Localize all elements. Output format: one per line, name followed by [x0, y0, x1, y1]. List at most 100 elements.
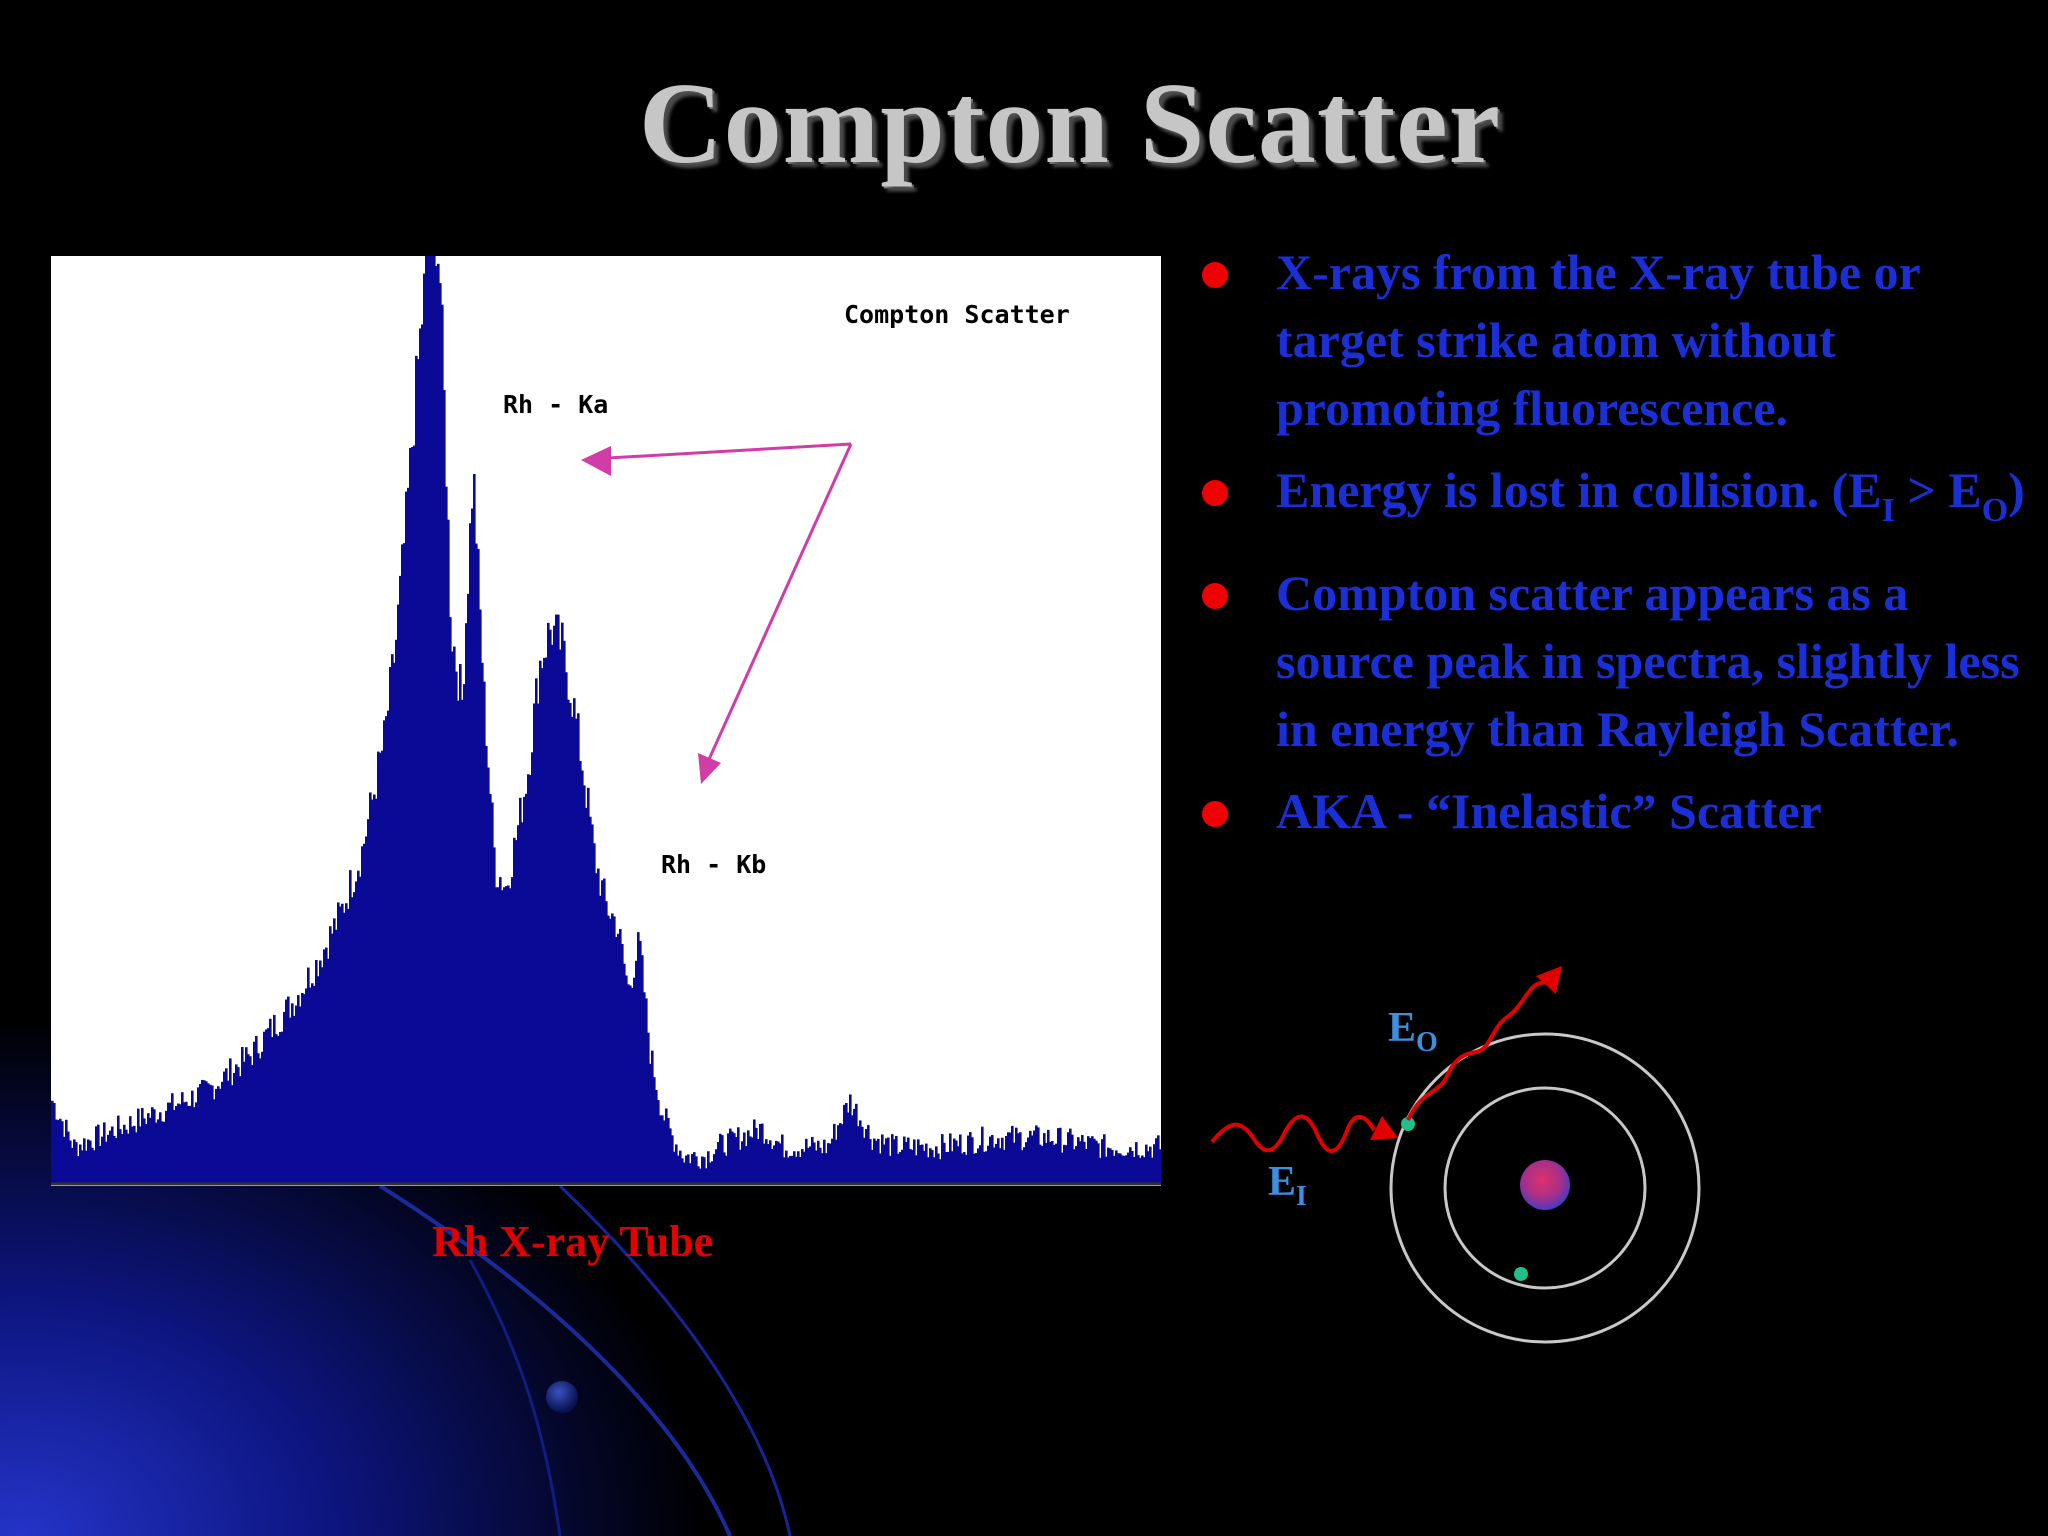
spectrum-bar	[205, 1081, 208, 1184]
bullet-dot-icon	[1202, 583, 1228, 609]
spectrum-bar	[119, 1129, 122, 1184]
spectrum-bar	[397, 604, 400, 1184]
spectrum-bar	[165, 1110, 168, 1184]
spectrum-bar	[721, 1135, 724, 1184]
spectrum-bar	[241, 1047, 244, 1184]
spectrum-bar	[331, 933, 334, 1184]
spectrum-bar	[887, 1137, 890, 1184]
spectrum-bar	[485, 746, 488, 1184]
spectrum-bar	[657, 1100, 660, 1184]
spectrum-bar	[991, 1135, 994, 1184]
spectrum-bar	[707, 1151, 710, 1184]
spectrum-bar	[315, 959, 318, 1184]
spectrum-bar	[1139, 1157, 1142, 1184]
spectrum-bar	[469, 523, 472, 1184]
spectrum-bar	[493, 847, 496, 1184]
spectrum-bar	[465, 623, 468, 1184]
spectrum-bar	[539, 660, 542, 1184]
spectrum-bar	[1067, 1132, 1070, 1184]
spectrum-bar	[69, 1140, 72, 1184]
spectrum-bar	[99, 1145, 102, 1184]
spectrum-bar	[153, 1109, 156, 1184]
spectrum-bar	[237, 1067, 240, 1184]
spectrum-bar	[399, 575, 402, 1184]
spectrum-bar	[745, 1146, 748, 1184]
spectrum-bar	[1079, 1141, 1082, 1184]
spectrum-bar	[777, 1141, 780, 1184]
spectrum-bar	[933, 1157, 936, 1184]
spectrum-bar	[289, 1017, 292, 1184]
spectrum-bar	[711, 1161, 714, 1184]
spectrum-bar	[569, 702, 572, 1184]
spectrum-bar	[905, 1142, 908, 1184]
spectrum-bar	[125, 1129, 128, 1184]
spectrum-bar	[771, 1148, 774, 1184]
spectrum-bar	[877, 1138, 880, 1184]
spectrum-bar	[1039, 1144, 1042, 1184]
spectrum-bar	[1057, 1128, 1060, 1184]
spectrum-bar	[409, 447, 412, 1184]
spectrum-bar	[479, 609, 482, 1184]
spectrum-bar	[353, 892, 356, 1184]
spectrum-bar	[729, 1128, 732, 1184]
spectrum-bar	[371, 799, 374, 1184]
spectrum-bar	[825, 1153, 828, 1184]
arrowhead-ka	[581, 446, 611, 476]
spectrum-bar	[79, 1144, 82, 1184]
spectrum-bar	[219, 1088, 222, 1184]
spectrum-bar	[293, 1015, 296, 1184]
spectrum-bar	[787, 1157, 790, 1184]
spectrum-bar	[529, 775, 532, 1184]
spectrum-bar	[897, 1153, 900, 1184]
spectrum-bar	[407, 487, 410, 1184]
spectrum-bar	[229, 1058, 232, 1184]
spectrum-bar	[257, 1053, 260, 1184]
spectrum-bar	[665, 1108, 668, 1184]
spectrum-bar	[873, 1138, 876, 1184]
spectrum-bar	[325, 947, 328, 1184]
spectrum-bar	[613, 916, 616, 1184]
spectrum-bar	[1005, 1135, 1008, 1184]
spectrum-bar	[267, 1028, 270, 1184]
spectrum-bar	[1043, 1133, 1046, 1184]
spectrum-bar	[185, 1101, 188, 1184]
spectrum-bar	[597, 868, 600, 1184]
spectrum-bar	[235, 1064, 238, 1184]
spectrum-bar	[885, 1138, 888, 1184]
spectrum-bar	[483, 681, 486, 1184]
spectrum-bars	[51, 256, 1161, 1185]
spectrum-bar	[811, 1136, 814, 1184]
spectrum-bar	[385, 716, 388, 1184]
spectrum-bar	[785, 1150, 788, 1184]
spectrum-bar	[359, 876, 362, 1184]
spectrum-bar	[437, 263, 440, 1184]
spectrum-bar	[791, 1155, 794, 1184]
spectrum-bar	[427, 256, 430, 1184]
spectrum-bar	[833, 1123, 836, 1184]
spectrum-bar	[309, 987, 312, 1184]
spectrum-bar	[307, 967, 310, 1184]
spectrum-bar	[843, 1104, 846, 1184]
spectrum-bar	[291, 1003, 294, 1184]
spectrum-bar	[819, 1147, 822, 1184]
spectrum-bar	[1123, 1155, 1126, 1184]
spectrum-bar	[537, 703, 540, 1184]
spectrum-bar	[621, 943, 624, 1184]
spectrum-bar	[357, 870, 360, 1184]
spectrum-bar	[209, 1084, 212, 1184]
bullet-text-post: )	[2008, 462, 2025, 518]
spectrum-bar	[601, 880, 604, 1184]
spectrum-bar	[671, 1135, 674, 1184]
spectrum-bar	[1143, 1157, 1146, 1184]
spectrum-bar	[595, 873, 598, 1184]
spectrum-bar	[471, 508, 474, 1184]
spectrum-bar	[919, 1145, 922, 1184]
spectrum-bar	[333, 918, 336, 1184]
spectrum-bar	[653, 1077, 656, 1184]
spectrum-bar	[1083, 1141, 1086, 1184]
spectrum-bar	[339, 906, 342, 1184]
spectrum-bar	[199, 1083, 202, 1184]
spectrum-bar	[149, 1117, 152, 1184]
spectrum-bar	[155, 1122, 158, 1184]
incoming-energy-subscript: I	[1296, 1181, 1307, 1212]
